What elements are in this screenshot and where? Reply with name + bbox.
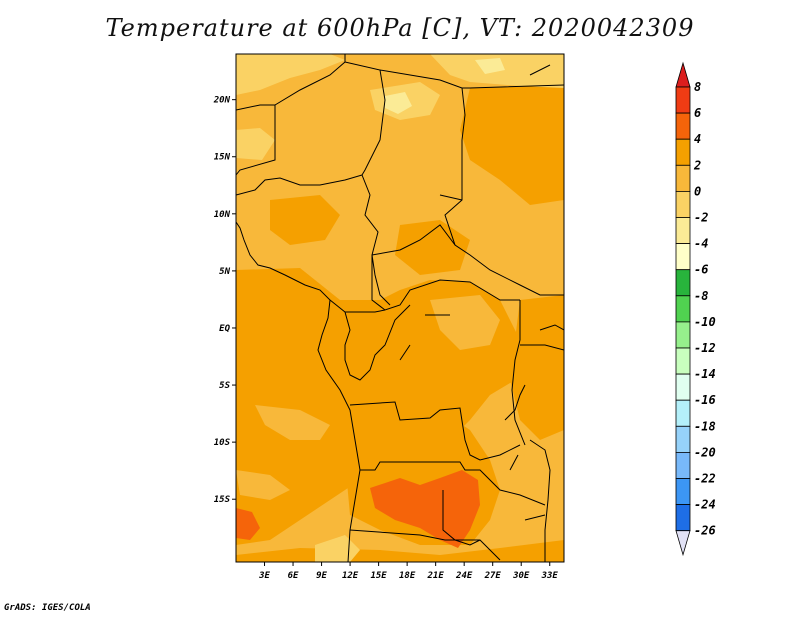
- map-frame: [235, 53, 565, 563]
- lon-tick-label: 15E: [370, 571, 387, 581]
- grads-credit: GrADS: IGES/COLA: [4, 603, 91, 613]
- lon-tick-label: 12E: [342, 571, 359, 581]
- field-light-yellow-n1: [236, 54, 345, 95]
- colorbar-label: 2: [693, 158, 701, 172]
- colorbar-label: -14: [694, 367, 716, 381]
- border-i: [371, 255, 520, 311]
- lat-tick-label: 20N: [213, 96, 231, 106]
- border-lake-7: [524, 514, 546, 521]
- border-d: [344, 61, 386, 176]
- lon-tick-label: 27E: [484, 571, 502, 581]
- colorbar-label: -26: [694, 524, 716, 538]
- colorbar-swatch: [675, 269, 691, 297]
- border-b: [236, 104, 276, 176]
- border-lake-2: [539, 324, 564, 331]
- colorbar-swatch: [675, 347, 691, 375]
- border-lake-3: [520, 344, 564, 351]
- border-l: [511, 300, 526, 446]
- border-lake-6: [509, 454, 519, 471]
- colorbar-label: -12: [694, 341, 716, 355]
- border-c: [274, 54, 346, 106]
- lat-tick-label: 15N: [214, 153, 231, 163]
- lon-tick-label: 21E: [427, 571, 445, 581]
- longitude-axis: 3E 6E 9E 12E 15E 18E 21E 24E 27E 30E 33E: [258, 562, 558, 581]
- field-mid-patch-c: [236, 470, 290, 500]
- field-deep-orange-east: [510, 295, 564, 440]
- field-warm-orange: [370, 470, 480, 548]
- colorbar-label: -24: [694, 498, 716, 512]
- field-warm-orange-sw: [236, 508, 260, 540]
- border-p: [349, 529, 501, 561]
- border-f: [462, 84, 564, 89]
- colorbar-label: -2: [694, 211, 708, 225]
- colorbar-label: -16: [694, 393, 716, 407]
- colorbar-label: 4: [694, 132, 701, 146]
- colorbar-swatch: [675, 451, 691, 479]
- border-coastline-west: [236, 221, 361, 562]
- lat-tick-label: 5N: [219, 267, 230, 277]
- lon-tick-label: 33E: [541, 571, 559, 581]
- colorbar-swatch: [675, 86, 691, 114]
- lat-tick-label: EQ: [219, 324, 230, 334]
- colorbar-swatch: [675, 112, 691, 140]
- colorbar-swatch: [675, 217, 691, 245]
- field-deep-orange-ne: [460, 85, 564, 205]
- border-lake-1: [504, 384, 526, 421]
- lon-tick-label: 9E: [316, 571, 327, 581]
- colorbar-swatch: [675, 425, 691, 453]
- temperature-field: [236, 54, 564, 562]
- colorbar-label: 6: [694, 106, 701, 120]
- colorbar-label: -4: [694, 237, 708, 251]
- border-n: [360, 461, 546, 506]
- latitude-axis: 20N 15N 10N 5N EQ 5S 10S 15S: [213, 96, 236, 505]
- field-pale-yellow-2: [475, 58, 505, 74]
- colorbar-swatch: [675, 478, 691, 506]
- colorbar-swatch: [675, 138, 691, 166]
- country-borders: [236, 54, 564, 562]
- colorbar-swatch: [675, 243, 691, 271]
- colorbar-label: 8: [694, 80, 701, 94]
- border-k: [345, 309, 386, 313]
- colorbar-swatch: [675, 504, 691, 532]
- field-deep-orange-patch1: [270, 195, 340, 245]
- colorbar-top-arrow: [675, 61, 691, 88]
- colorbar: 8 6 4 2 0 -2 -4 -6 -8 -10 -12 -14 -16 -18 -20 -22 -24 -26: [675, 61, 716, 557]
- border-m: [349, 401, 521, 461]
- colorbar-label: -10: [694, 315, 716, 329]
- colorbar-label: -18: [694, 419, 716, 433]
- lat-tick-label: 10S: [214, 438, 231, 448]
- lon-tick-label: 6E: [288, 571, 299, 581]
- border-g: [439, 194, 463, 201]
- field-mid-patch-b: [430, 295, 500, 350]
- colorbar-label: -22: [694, 472, 716, 486]
- field-light-yellow-n4: [236, 128, 275, 160]
- colorbar-bottom-arrow: [675, 530, 691, 557]
- lat-tick-label: 15S: [214, 495, 231, 505]
- colorbar-swatch: [675, 321, 691, 349]
- lat-tick-label: 5S: [219, 381, 230, 391]
- colorbar-swatch: [675, 373, 691, 401]
- colorbar-label: -20: [694, 445, 716, 459]
- colorbar-label: 0: [694, 184, 701, 198]
- lon-tick-label: 24E: [455, 571, 473, 581]
- lat-tick-label: 10N: [214, 210, 231, 220]
- field-mid-patch-a: [255, 405, 330, 440]
- colorbar-swatch: [675, 399, 691, 427]
- border-h: [371, 224, 456, 256]
- colorbar-swatch: [675, 295, 691, 323]
- lon-tick-label: 30E: [512, 571, 530, 581]
- chart-title: Temperature at 600hPa [C], VT: 202004230…: [105, 14, 695, 42]
- lon-tick-label: 18E: [399, 571, 416, 581]
- colorbar-swatch: [675, 190, 691, 218]
- colorbar-label: -6: [694, 263, 708, 277]
- border-lake-5: [399, 344, 411, 361]
- border-j: [329, 299, 411, 381]
- colorbar-swatch: [675, 164, 691, 192]
- border-q: [529, 439, 551, 562]
- colorbar-label: -8: [694, 289, 708, 303]
- field-pale-yellow-1: [385, 92, 412, 114]
- border-n-east: [529, 64, 551, 76]
- lon-tick-label: 3E: [258, 571, 270, 581]
